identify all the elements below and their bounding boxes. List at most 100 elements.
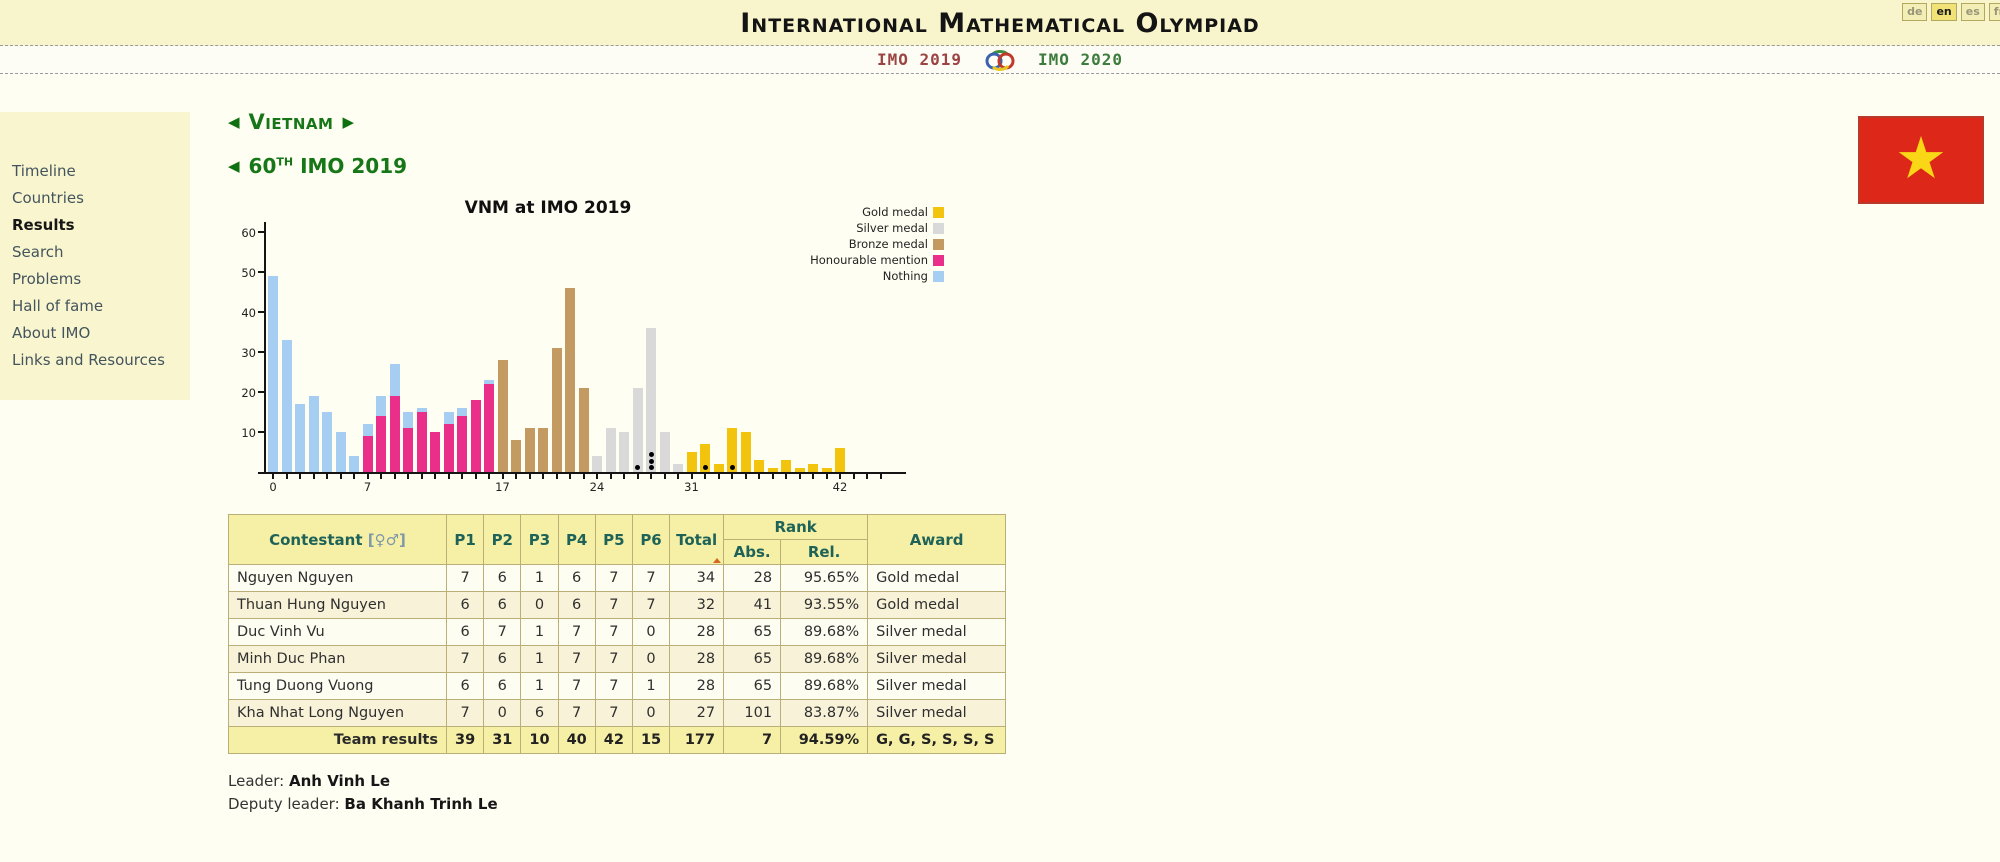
bar-score-22-bronze: [565, 288, 575, 472]
bar-score-11-hm: [416, 412, 427, 472]
contestant-name-cell[interactable]: Minh Duc Phan: [228, 645, 447, 673]
event-number: 60: [248, 154, 277, 178]
col-header-p1[interactable]: P1: [445, 514, 485, 565]
p6-score-cell: 0: [631, 618, 671, 646]
bar-score-5-nothing: [335, 432, 346, 472]
event-nav-band: IMO 2019 IMO 2020: [0, 46, 2000, 74]
sidebar-item-links-and-resources[interactable]: Links and Resources: [12, 351, 165, 369]
x-tick: [353, 474, 355, 479]
team-results-label: Team results: [228, 726, 447, 754]
leader-label: Leader:: [228, 772, 285, 790]
p2-score-cell: 6: [483, 591, 522, 619]
legend-swatch-bronze: [933, 238, 944, 250]
legend-label: Honourable mention: [810, 253, 928, 267]
p2-score-cell: 0: [483, 699, 522, 727]
legend-swatch-silver: [933, 222, 944, 234]
team-results-row: Team results 39 31 10 40 42 15 177 7 94.59% G, G, …: [228, 726, 1007, 754]
x-tick: [393, 474, 396, 479]
prev-event-arrow-icon[interactable]: ◀: [228, 157, 240, 175]
col-header-award[interactable]: Award: [867, 514, 1007, 565]
sidebar-item-problems[interactable]: Problems: [12, 270, 82, 288]
y-tick-label: 40: [241, 306, 256, 320]
y-tick-label: 50: [241, 266, 256, 280]
team-p6-cell: 15: [631, 726, 671, 754]
nav-link-imo-2019[interactable]: IMO 2019: [876, 50, 962, 69]
contestant-name-cell[interactable]: Tung Duong Vuong: [228, 672, 447, 700]
col-header-p3[interactable]: P3: [520, 514, 559, 565]
x-tick-label: 7: [363, 480, 372, 494]
x-tick: [474, 474, 477, 479]
x-tick: [771, 474, 774, 479]
bar-score-2-nothing: [295, 404, 305, 472]
x-tick: [582, 474, 585, 479]
p6-score-cell: 7: [631, 591, 671, 619]
rank-rel-cell: 89.68%: [780, 672, 869, 700]
bar-score-7-hm: [362, 436, 373, 472]
results-table-body: Nguyen Nguyen 7 6 1 6 7 7 34 28 95.65% Gold medal T…: [228, 564, 1007, 727]
col-header-total[interactable]: Total: [669, 514, 725, 565]
x-tick: [528, 474, 531, 479]
total-cell: 34: [669, 564, 725, 592]
sidebar-item-hall-of-fame[interactable]: Hall of fame: [12, 297, 104, 315]
contestant-name-cell[interactable]: Kha Nhat Long Nguyen: [228, 699, 447, 727]
bar-score-0-nothing: [268, 276, 278, 472]
col-header-p6[interactable]: P6: [631, 514, 671, 565]
contestant-name-cell[interactable]: Nguyen Nguyen: [228, 564, 447, 592]
language-button-de[interactable]: de: [1902, 3, 1928, 21]
language-button-es[interactable]: es: [1960, 3, 1985, 21]
prev-country-arrow-icon[interactable]: ◀: [228, 113, 240, 131]
legend-label: Bronze medal: [848, 237, 928, 251]
x-tick-label: 42: [832, 480, 848, 494]
sort-indicator-icon: [713, 558, 722, 563]
x-tick: [704, 474, 706, 479]
bar-score-21-bronze: [551, 348, 562, 472]
bar-score-28-silver: [646, 328, 656, 472]
col-header-p5[interactable]: P5: [594, 514, 633, 565]
contestant-name-cell[interactable]: Duc Vinh Vu: [228, 618, 447, 646]
sidebar-item-countries[interactable]: Countries: [12, 189, 84, 207]
legend-item-nothing: Nothing: [810, 268, 944, 284]
bar-score-11-nothing: [416, 408, 427, 412]
x-tick-label: 17: [495, 480, 510, 494]
language-button-en[interactable]: en: [1931, 3, 1957, 21]
x-tick: [596, 474, 598, 479]
sidebar-item-timeline[interactable]: Timeline: [12, 162, 76, 180]
col-header-contestant[interactable]: Contestant [♀♂]: [228, 514, 447, 565]
col-header-rank-rel[interactable]: Rel.: [780, 539, 869, 565]
imo-logo-icon[interactable]: [982, 48, 1018, 72]
x-tick: [285, 474, 288, 479]
x-tick: [744, 474, 747, 479]
next-country-arrow-icon[interactable]: ▶: [342, 113, 354, 131]
results-table-footer: Team results 39 31 10 40 42 15 177 7 94.59% G, G, …: [228, 726, 1007, 754]
award-cell: Gold medal: [867, 564, 1007, 592]
sidebar-item-search[interactable]: Search: [12, 243, 64, 261]
team-p3-cell: 10: [520, 726, 559, 754]
nav-link-imo-2020[interactable]: IMO 2020: [1038, 50, 1124, 69]
col-header-rank: Rank: [723, 514, 869, 540]
vietnam-flag: ★: [1858, 116, 1984, 204]
y-tick: [258, 311, 264, 313]
bar-score-4-nothing: [322, 412, 332, 472]
contestant-name-cell[interactable]: Thuan Hung Nguyen: [228, 591, 447, 619]
team-rank-abs-cell: 7: [723, 726, 782, 754]
team-score-dot-27: [635, 465, 640, 470]
sidebar-item-about-imo[interactable]: About IMO: [12, 324, 91, 342]
x-tick-label: 31: [684, 480, 699, 494]
legend-item-silver: Silver medal: [810, 220, 944, 236]
gender-filter-link[interactable]: [♀♂]: [367, 530, 406, 549]
p6-score-cell: 7: [631, 564, 671, 592]
x-tick: [636, 474, 639, 479]
language-button-fr[interactable]: fr: [1988, 3, 2000, 21]
bar-score-13-nothing: [443, 412, 454, 424]
bar-score-14-nothing: [457, 408, 467, 416]
y-tick-label: 60: [241, 226, 256, 240]
col-header-p4[interactable]: P4: [557, 514, 596, 565]
results-table: Contestant [♀♂] P1 P2 P3 P4 P5 P6 Total …: [228, 514, 1007, 754]
col-header-p2[interactable]: P2: [483, 514, 522, 565]
col-header-rank-abs[interactable]: Abs.: [723, 539, 782, 565]
sidebar-item-results[interactable]: Results: [12, 216, 75, 234]
total-cell: 28: [669, 672, 725, 700]
main-content: ◀ Vietnam ▶ ◀ 60TH IMO 2019 VNM at IMO 2…: [228, 86, 1488, 815]
bar-score-37-gold: [767, 468, 778, 472]
bar-score-16-nothing: [484, 380, 494, 384]
